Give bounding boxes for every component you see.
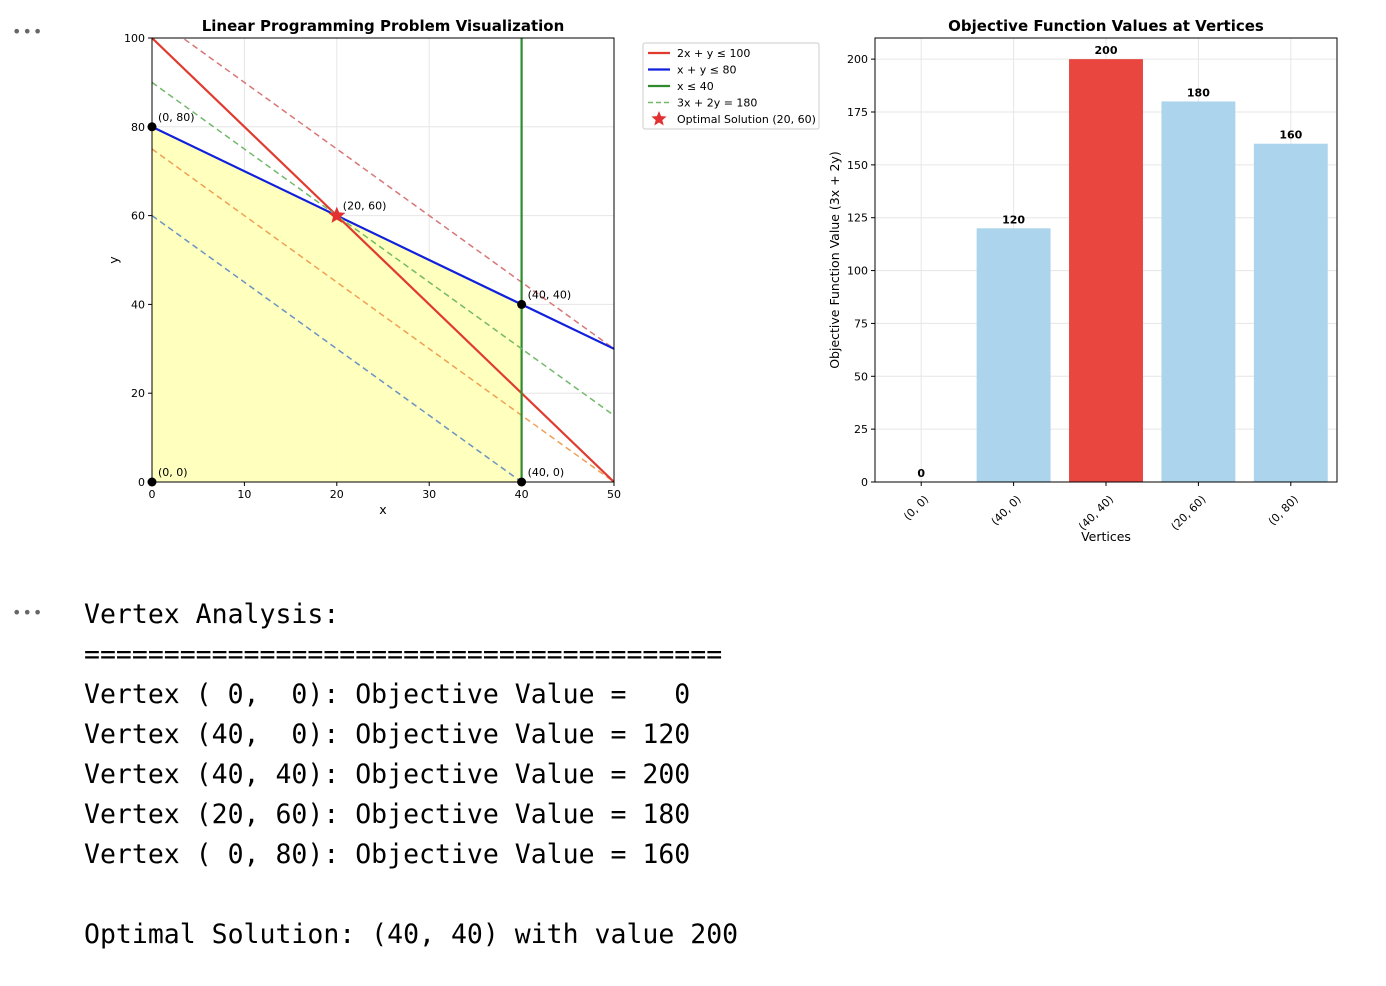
vertex-label: (40, 40) — [528, 288, 572, 301]
bar-value-label: 160 — [1279, 129, 1302, 142]
bar — [1253, 143, 1328, 482]
y-tick-label: 150 — [847, 159, 868, 172]
output-line: ======================================== — [84, 639, 723, 670]
legend-star-icon — [651, 111, 667, 126]
y-tick-label: 100 — [847, 265, 868, 278]
vertex-label: (0, 0) — [158, 466, 188, 479]
vertex-point — [517, 299, 527, 309]
y-tick-label: 20 — [131, 387, 145, 400]
objective-contour-line — [152, 148, 614, 482]
x-tick-label: 20 — [330, 488, 344, 501]
legend-entry: x + y ≤ 80 — [677, 64, 736, 77]
bar-value-label: 180 — [1187, 86, 1210, 99]
text-output: Vertex Analysis: ========================… — [84, 595, 738, 955]
x-tick-label: (0, 0) — [901, 493, 931, 523]
x-tick-label: (40, 40) — [1076, 493, 1116, 533]
cell-output-marker[interactable]: ••• — [12, 22, 44, 41]
y-tick-label: 0 — [138, 476, 145, 489]
bar-value-label: 120 — [1002, 213, 1025, 226]
x-tick-label: 0 — [149, 488, 156, 501]
output-line — [84, 875, 738, 915]
bar — [1069, 59, 1143, 483]
vertex-point — [147, 122, 157, 132]
legend-entry: x ≤ 40 — [677, 80, 714, 93]
y-tick-label: 60 — [131, 210, 145, 223]
y-tick-label: 125 — [847, 212, 868, 225]
y-tick-label: 100 — [124, 32, 145, 45]
bar-value-label: 0 — [917, 467, 925, 480]
constraint-line — [152, 125, 614, 350]
y-tick-label: 0 — [861, 476, 868, 489]
optimal-solution-label: (20, 60) — [343, 200, 387, 213]
chart-title: Objective Function Values at Vertices — [948, 17, 1264, 35]
objective-contour-line — [181, 38, 614, 350]
y-tick-label: 25 — [854, 423, 868, 436]
x-tick-label: 40 — [515, 488, 529, 501]
bar — [976, 228, 1051, 482]
vertex-label: (0, 80) — [158, 111, 195, 124]
legend-entry: Optimal Solution (20, 60) — [677, 113, 816, 126]
optimal-solution-star — [328, 206, 346, 223]
cell-output-marker[interactable]: ••• — [12, 603, 44, 622]
output-line: Vertex Analysis: — [84, 599, 340, 630]
constraint-line — [152, 38, 614, 482]
vertex-point — [517, 477, 527, 487]
bar — [1161, 101, 1236, 482]
y-tick-label: 75 — [854, 317, 868, 330]
legend-entry: 2x + y ≤ 100 — [677, 47, 750, 60]
output-line: Optimal Solution: (40, 40) with value 20… — [84, 919, 739, 950]
output-line: Vertex ( 0, 80): Objective Value = 160 — [84, 839, 691, 870]
output-line: Vertex (40, 0): Objective Value = 120 — [84, 719, 691, 750]
y-tick-label: 50 — [854, 370, 868, 383]
y-tick-label: 40 — [131, 298, 145, 311]
x-tick-label: (40, 0) — [989, 493, 1024, 528]
objective-contour-line — [152, 214, 523, 482]
y-axis-label: y — [106, 256, 121, 264]
figure-canvas: 0 10 20 30 40 50 0 20 40 60 80 100 (0, 0) (40, 0) (40,… — [106, 17, 1338, 544]
y-tick-label: 200 — [847, 53, 868, 66]
constraint-line — [152, 81, 614, 417]
legend-entry: 3x + 2y = 180 — [677, 97, 757, 110]
x-tick-label: (0, 80) — [1266, 493, 1301, 528]
y-axis-label: Objective Function Value (3x + 2y) — [827, 151, 842, 369]
x-tick-label: (20, 60) — [1169, 493, 1209, 533]
legend-box — [642, 42, 820, 130]
plot-frame — [151, 37, 615, 483]
x-axis-label: Vertices — [1081, 529, 1131, 544]
y-tick-label: 80 — [131, 121, 145, 134]
vertex-label: (40, 0) — [528, 466, 565, 479]
x-tick-label: 30 — [422, 488, 436, 501]
output-line: Vertex (20, 60): Objective Value = 180 — [84, 799, 691, 830]
chart-title: Linear Programming Problem Visualization — [202, 17, 565, 35]
x-axis-label: x — [379, 502, 386, 517]
output-line: Vertex (40, 40): Objective Value = 200 — [84, 759, 691, 790]
vertex-point — [147, 477, 157, 487]
x-tick-label: 10 — [237, 488, 251, 501]
bar-value-label: 200 — [1095, 44, 1118, 57]
output-line: Vertex ( 0, 0): Objective Value = 0 — [84, 679, 691, 710]
x-tick-label: 50 — [607, 488, 621, 501]
y-tick-label: 175 — [847, 106, 868, 119]
